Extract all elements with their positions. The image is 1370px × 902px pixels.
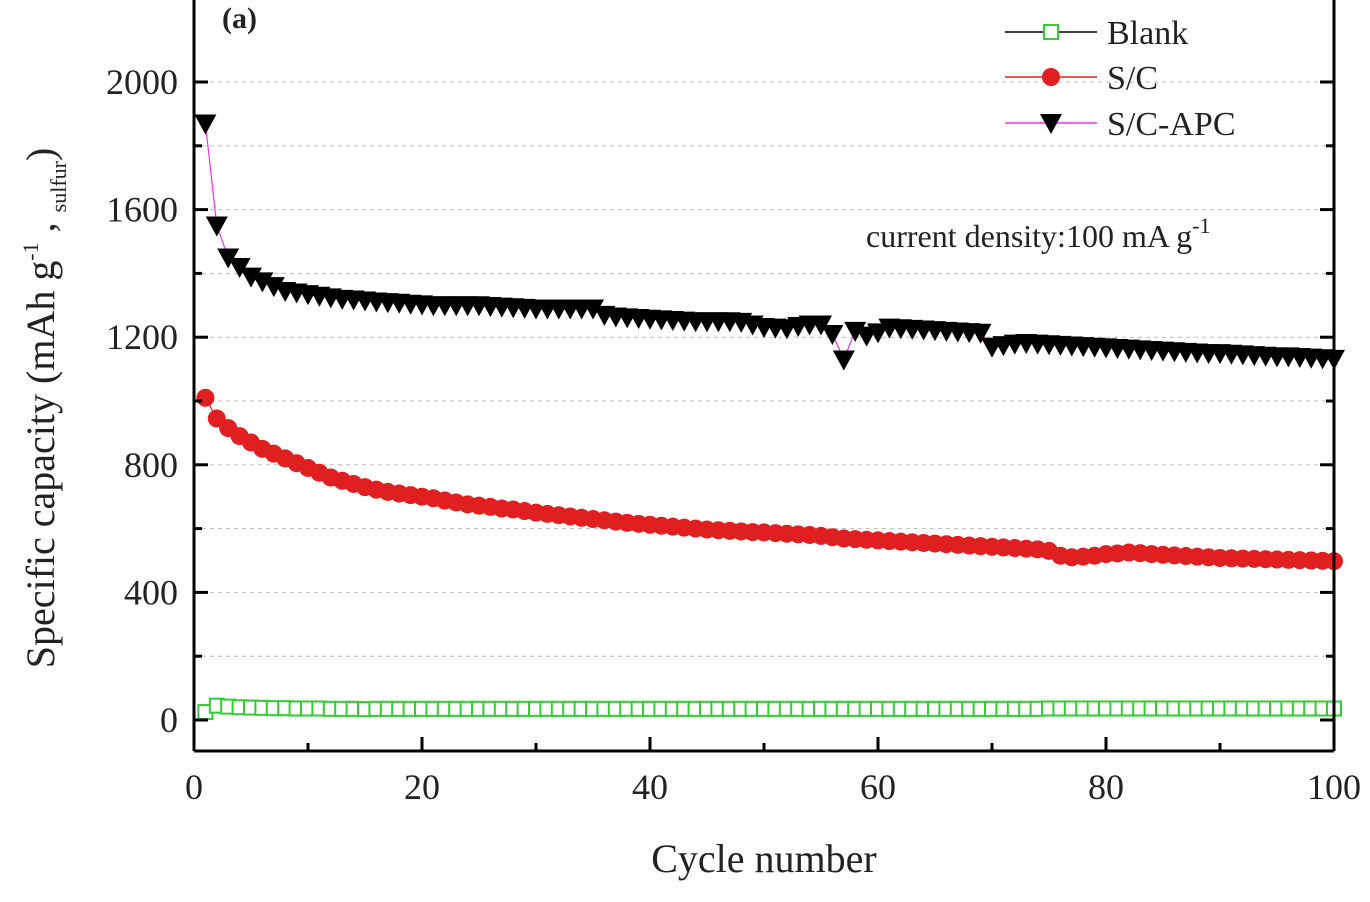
- marker-s-c-apc: [832, 350, 855, 371]
- marker-s-c-apc: [194, 114, 217, 135]
- marker-s-c-apc: [217, 248, 240, 269]
- marker-s-c-apc: [821, 325, 844, 346]
- y-tick-label: 2000: [106, 62, 178, 102]
- legend-label: Blank: [1107, 15, 1188, 52]
- x-tick-label: 100: [1307, 767, 1361, 807]
- marker-s-c-apc: [228, 258, 251, 279]
- legend-item-blank: Blank: [1005, 15, 1188, 52]
- y-tick-label: 1600: [106, 190, 178, 230]
- legend-item-s-c: S/C: [1005, 60, 1158, 97]
- y-tick-label: 1200: [106, 317, 178, 357]
- marker-s-c: [1042, 68, 1060, 86]
- x-axis-title: Cycle number: [651, 836, 877, 881]
- panel-label: (a): [222, 2, 257, 35]
- series-s-c-apc: [194, 114, 1345, 371]
- annotation-current-density: current density:100 mA g-1: [866, 213, 1211, 254]
- y-tick-label: 400: [124, 572, 178, 612]
- legend-label: S/C-APC: [1107, 106, 1236, 143]
- marker-s-c-apc: [1040, 114, 1062, 134]
- marker-s-c-apc: [810, 315, 832, 336]
- x-tick-label: 0: [185, 767, 203, 807]
- marker-s-c-apc: [867, 323, 889, 344]
- y-tick-label: 0: [160, 700, 178, 740]
- legend-label: S/C: [1107, 60, 1158, 97]
- x-tick-label: 20: [404, 767, 440, 807]
- axes: 0 20 40 60 80 100 0 400 800 1200 1600 2000: [106, 0, 1361, 807]
- y-axis-title: Specific capacity (mAh g-1 , sulfur): [18, 148, 71, 669]
- legend-item-s-c-apc: S/C-APC: [1005, 106, 1236, 143]
- marker-blank: [1043, 24, 1059, 40]
- x-tick-label: 80: [1088, 767, 1124, 807]
- y-tick-label: 800: [124, 445, 178, 485]
- x-tick-label: 40: [632, 767, 668, 807]
- legend: Blank S/C S/C-APC: [1005, 15, 1236, 143]
- x-tick-label: 60: [860, 767, 896, 807]
- marker-s-c: [196, 388, 215, 407]
- series-blank: [197, 697, 1342, 721]
- marker-s-c-apc: [205, 216, 228, 237]
- series-layer: [194, 114, 1345, 721]
- grid-lines: [194, 81, 1334, 657]
- marker-s-c-apc: [969, 323, 992, 344]
- series-s-c: [196, 388, 1343, 571]
- marker-s-c-apc: [582, 299, 604, 320]
